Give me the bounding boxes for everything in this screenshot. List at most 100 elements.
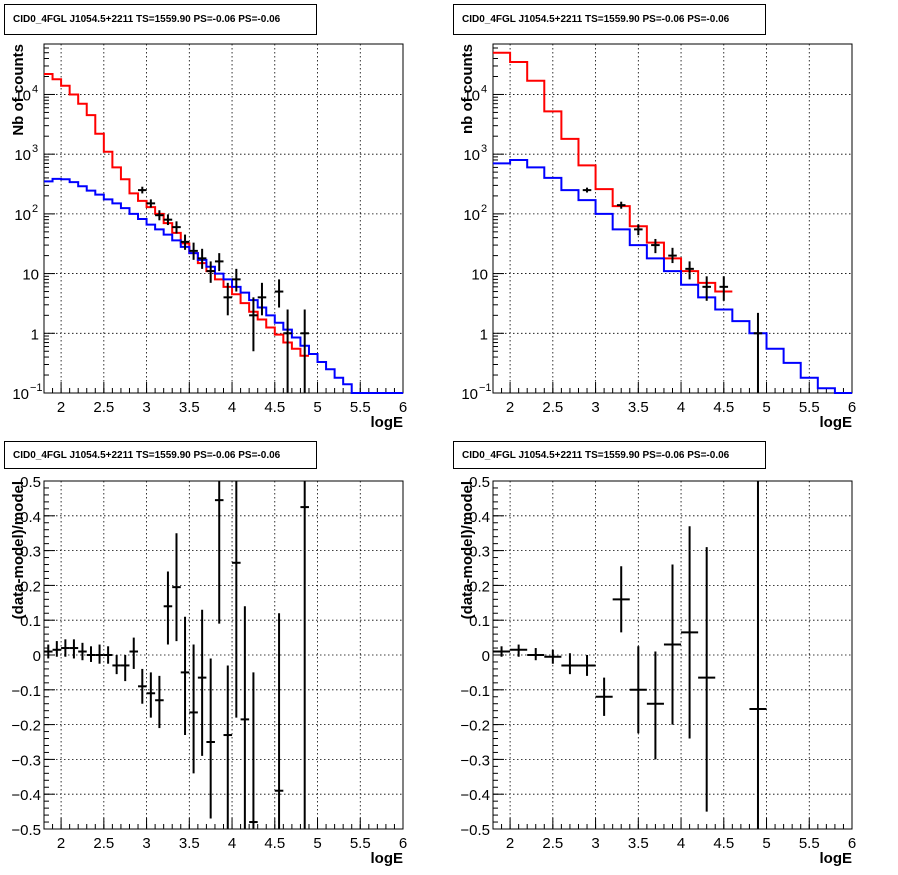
data-point xyxy=(612,566,630,633)
x-tick-label: 3.5 xyxy=(179,835,200,852)
chart-title: CID0_4FGL J1054.5+2211 TS=1559.90 PS=-0.… xyxy=(453,4,766,35)
y-tick-label: −0.4 xyxy=(11,787,41,804)
data-point xyxy=(223,665,233,829)
data-point xyxy=(698,547,716,812)
y-tick-label: 10 xyxy=(463,207,480,224)
data-point xyxy=(146,199,156,208)
data-point xyxy=(300,481,309,829)
x-tick-label: 3 xyxy=(591,399,599,416)
x-tick-label: 6 xyxy=(848,835,856,852)
data-point xyxy=(493,646,511,657)
x-tick-label: 5 xyxy=(313,835,321,852)
data-point xyxy=(155,675,164,729)
data-point xyxy=(240,606,250,829)
data-point xyxy=(663,564,682,725)
data-point xyxy=(232,268,241,292)
y-axis-label: Nb of counts xyxy=(10,44,27,136)
model-histogram-series-1 xyxy=(493,158,852,394)
x-tick-label: 2.5 xyxy=(93,835,114,852)
data-point xyxy=(257,282,267,316)
data-point xyxy=(172,221,181,234)
x-tick-label: 6 xyxy=(399,835,407,852)
data-point xyxy=(300,309,309,393)
data-point xyxy=(197,248,207,269)
y-tick-exponent: 4 xyxy=(32,83,38,95)
x-tick-label: 3 xyxy=(591,835,599,852)
spectrum-pad-1: CID0_4FGL J1054.5+2211 TS=1559.90 PS=-0.… xyxy=(0,0,449,437)
data-point xyxy=(595,677,613,716)
data-point xyxy=(544,649,562,664)
data-point xyxy=(582,187,592,193)
residual-pad-2: CID0_4FGL J1054.5+2211 TS=1559.90 PS=-0.… xyxy=(449,437,898,875)
data-point xyxy=(651,238,660,254)
data-point xyxy=(616,201,626,209)
data-point xyxy=(274,279,284,308)
x-tick-label: 5.5 xyxy=(350,835,371,852)
x-tick-label: 4.5 xyxy=(713,399,734,416)
data-point xyxy=(138,668,147,704)
residual-pad-1: CID0_4FGL J1054.5+2211 TS=1559.90 PS=-0.… xyxy=(0,437,449,875)
data-point xyxy=(44,644,53,659)
y-tick-exponent: 3 xyxy=(32,143,38,155)
y-tick-label: −0.2 xyxy=(460,718,490,735)
y-tick-label: 10 xyxy=(461,386,478,403)
y-tick-exponent: −1 xyxy=(479,382,492,394)
chart-title: CID0_4FGL J1054.5+2211 TS=1559.90 PS=-0.… xyxy=(4,4,317,35)
y-tick-label: −0.5 xyxy=(11,822,41,839)
x-tick-label: 4 xyxy=(677,835,685,852)
y-tick-label: 0 xyxy=(33,648,41,665)
data-point xyxy=(668,247,677,264)
model-histogram-series-1 xyxy=(44,177,403,394)
data-point xyxy=(197,609,207,756)
data-point xyxy=(249,297,258,352)
data-point xyxy=(61,639,70,657)
x-tick-label: 2 xyxy=(57,835,65,852)
y-tick-label: 0.2 xyxy=(20,578,41,595)
data-point xyxy=(189,242,198,260)
spectrum-pad-2: CID0_4FGL J1054.5+2211 TS=1559.90 PS=-0.… xyxy=(449,0,898,437)
data-point xyxy=(78,642,87,661)
y-tick-exponent: 3 xyxy=(481,143,487,155)
x-tick-label: 5.5 xyxy=(350,399,371,416)
x-tick-label: 5 xyxy=(313,399,321,416)
x-tick-label: 2 xyxy=(57,399,65,416)
x-tick-label: 5.5 xyxy=(799,399,820,416)
x-tick-label: 3 xyxy=(142,399,150,416)
data-point xyxy=(681,526,699,739)
y-tick-label: 10 xyxy=(12,386,29,403)
y-tick-label: −0.2 xyxy=(11,718,41,735)
data-point xyxy=(189,644,198,774)
y-tick-label: −0.4 xyxy=(460,787,490,804)
data-point xyxy=(112,655,121,675)
data-point xyxy=(69,639,79,659)
y-tick-exponent: 2 xyxy=(481,203,487,215)
x-tick-label: 4.5 xyxy=(713,835,734,852)
y-tick-label: 10 xyxy=(14,147,31,164)
y-axis-label: nb of counts xyxy=(459,44,476,134)
data-point xyxy=(138,186,147,194)
data-point xyxy=(232,481,241,718)
x-tick-label: 3.5 xyxy=(179,399,200,416)
y-tick-label: 1 xyxy=(31,326,39,343)
data-point xyxy=(206,658,215,819)
y-tick-label: 10 xyxy=(471,267,488,284)
x-tick-label: 3 xyxy=(142,835,150,852)
y-tick-label: 10 xyxy=(22,267,39,284)
x-tick-label: 2.5 xyxy=(542,835,563,852)
chart-title: CID0_4FGL J1054.5+2211 TS=1559.90 PS=-0.… xyxy=(4,441,317,469)
y-axis-label: (data-model)/model xyxy=(459,481,476,619)
y-tick-label: 0.1 xyxy=(20,613,41,630)
y-tick-label: 0.2 xyxy=(469,578,490,595)
data-point xyxy=(283,309,292,393)
data-point xyxy=(86,646,96,662)
y-tick-label: 10 xyxy=(463,147,480,164)
y-tick-label: 0 xyxy=(482,648,490,665)
data-point xyxy=(103,646,113,664)
x-axis-label: logE xyxy=(371,414,404,431)
y-tick-label: −0.1 xyxy=(460,683,490,700)
y-tick-label: 0.4 xyxy=(20,509,41,526)
